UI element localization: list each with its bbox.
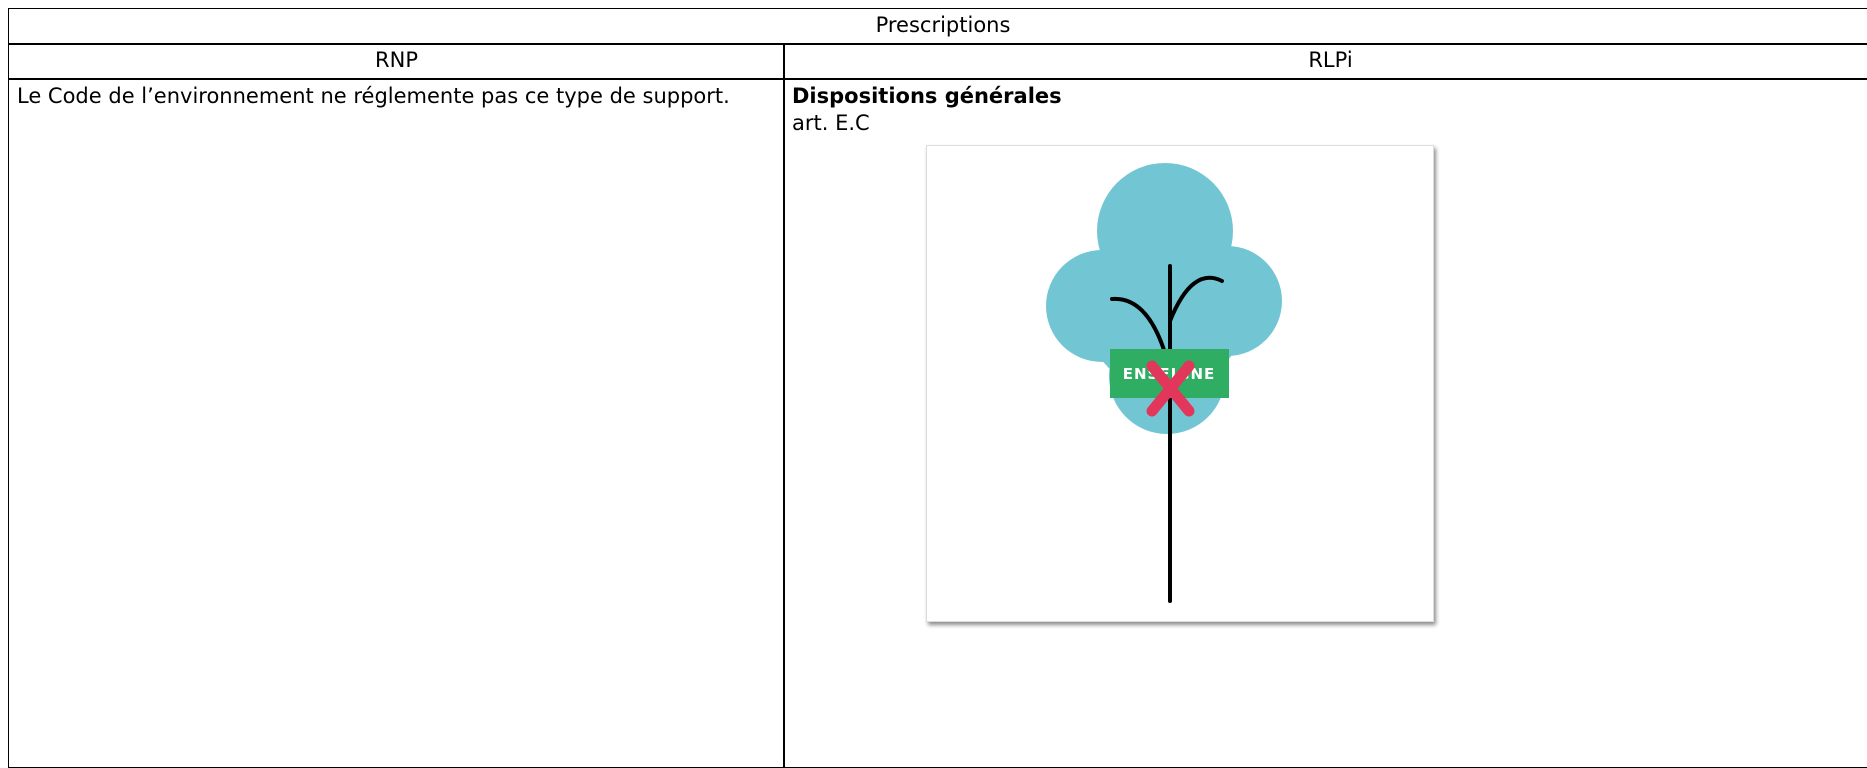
illustration: ENSEIGNE xyxy=(926,145,1434,622)
column-header: RLPi xyxy=(783,43,1867,80)
cross xyxy=(1146,360,1195,417)
cell-reference: art. E.C xyxy=(792,111,870,135)
cell-text: Le Code de l’environnement ne réglemente… xyxy=(17,84,730,108)
tree-illustration: ENSEIGNE xyxy=(1046,163,1282,603)
page: {"table": {"title": "Prescriptions", "co… xyxy=(8,8,1867,768)
table-title: Prescriptions xyxy=(8,8,1867,45)
cell-heading: Dispositions générales xyxy=(792,84,1062,108)
table-cell: Le Code de l’environnement ne réglemente… xyxy=(8,78,785,768)
column-header: RNP xyxy=(8,43,785,80)
